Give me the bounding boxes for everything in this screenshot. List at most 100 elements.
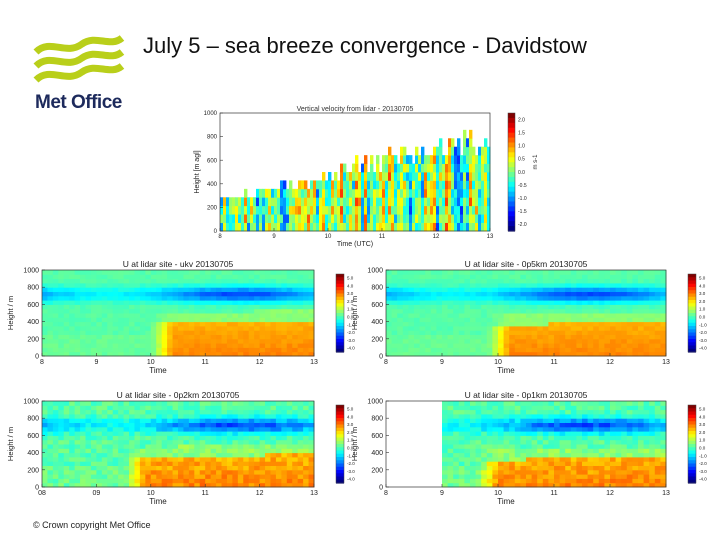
p1km-data-cell	[565, 401, 572, 406]
vv-data-cell	[436, 214, 440, 223]
p2km-data-cell	[172, 482, 179, 488]
vv-data-cell	[346, 197, 350, 207]
vv-data-cell	[436, 163, 440, 173]
vv-data-cell	[370, 172, 374, 181]
p2km-data-cell	[237, 439, 244, 445]
p5km-data-cell	[498, 351, 505, 357]
ukv-data-cell	[221, 347, 228, 353]
p2km-data-cell	[156, 401, 163, 406]
ukv-data-cell	[286, 295, 293, 301]
p5km-data-cell	[503, 295, 510, 301]
p2km-data-cell	[150, 469, 157, 475]
vv-data-cell	[313, 214, 317, 223]
ukv-data-cell	[123, 338, 130, 344]
p5km-data-cell	[464, 295, 471, 301]
ukv-data-cell	[80, 347, 87, 353]
ukv-data-cell	[188, 300, 195, 305]
p1km-data-cell	[649, 409, 656, 415]
vv-data-cell	[259, 214, 263, 223]
p2km-data-cell	[145, 474, 152, 479]
p1km-data-cell	[649, 435, 656, 441]
ukv-data-cell	[308, 291, 315, 297]
ukv-y-tick-label: 400	[27, 319, 39, 326]
vv-data-cell	[340, 214, 344, 223]
p1km-data-cell	[565, 431, 572, 436]
p2km-data-cell	[188, 401, 195, 406]
p1km-data-cell	[638, 478, 645, 484]
vv-data-cell	[256, 197, 260, 207]
p2km-data-cell	[69, 435, 76, 441]
p5km-x-tick-label: 9	[440, 359, 444, 366]
p2km-data-cell	[150, 405, 157, 411]
vv-x-tick-label: 10	[325, 234, 332, 240]
p2km-data-cell	[58, 405, 65, 411]
p1km-data-cell	[554, 409, 561, 415]
p5km-data-cell	[481, 287, 488, 292]
ukv-data-cell	[74, 300, 81, 305]
p5km-data-cell	[458, 334, 465, 340]
vv-data-cell	[223, 205, 227, 215]
p1km-data-cell	[632, 439, 639, 445]
p1km-data-cell	[520, 426, 527, 432]
p2km-data-cell	[63, 439, 70, 445]
ukv-data-cell	[226, 313, 233, 318]
p2km-data-cell	[265, 426, 271, 432]
p1km-data-cell	[447, 409, 454, 415]
p2km-data-cell	[107, 401, 114, 406]
p5km-data-cell	[492, 295, 499, 301]
ukv-data-cell	[188, 304, 195, 310]
vv-data-cell	[325, 214, 329, 223]
p2km-data-cell	[58, 478, 65, 484]
p5km-data-cell	[498, 334, 505, 340]
p5km-data-cell	[492, 325, 499, 331]
p5km-data-cell	[430, 338, 437, 344]
p2km-data-cell	[52, 444, 59, 449]
p5km-data-cell	[604, 343, 611, 348]
vv-y-tick-label: 400	[207, 182, 218, 188]
p2km-colorbar-label: -4.0	[347, 477, 355, 482]
vv-data-cell	[400, 163, 404, 173]
p2km-data-cell	[205, 465, 212, 471]
p1km-data-cell	[531, 418, 538, 423]
p1km-data-cell	[514, 431, 521, 436]
p5km-data-cell	[436, 351, 443, 357]
p1km-data-cell	[509, 426, 516, 432]
p1km-data-cell	[419, 456, 426, 462]
vv-data-cell	[430, 180, 434, 190]
p2km-data-cell	[265, 452, 271, 458]
p5km-data-cell	[453, 300, 460, 305]
vv-data-cell	[478, 197, 482, 207]
ukv-data-cell	[194, 317, 201, 323]
p5km-data-cell	[638, 270, 645, 275]
ukv-data-cell	[69, 351, 76, 357]
ukv-data-cell	[205, 300, 212, 305]
p2km-colorbar-label: -1.0	[347, 453, 355, 458]
vv-data-cell	[301, 180, 305, 190]
p5km-data-cell	[654, 300, 661, 305]
p2km-data-cell	[52, 422, 59, 428]
p2km-data-cell	[118, 405, 125, 411]
ukv-data-cell	[265, 321, 271, 327]
p5km-data-cell	[542, 313, 549, 318]
p2km-data-cell	[275, 456, 282, 462]
ukv-data-cell	[139, 295, 146, 301]
ukv-data-cell	[47, 343, 54, 348]
ukv-data-cell	[254, 308, 261, 314]
p2km-data-cell	[85, 426, 92, 432]
p5km-data-cell	[649, 334, 656, 340]
p1km-data-cell	[481, 426, 488, 432]
p5km-data-cell	[425, 351, 432, 357]
p2km-data-cell	[286, 422, 293, 428]
p2km-colorbar-cell	[336, 466, 344, 471]
ukv-data-cell	[107, 304, 114, 310]
vv-data-cell	[289, 188, 293, 198]
ukv-data-cell	[112, 300, 119, 305]
p1km-data-cell	[654, 461, 661, 466]
ukv-data-cell	[303, 300, 310, 305]
ukv-data-cell	[167, 270, 174, 275]
p2km-data-cell	[199, 405, 206, 411]
p1km-data-cell	[531, 478, 538, 484]
p5km-data-cell	[548, 308, 555, 314]
p2km-data-cell	[270, 418, 277, 423]
p5km-data-cell	[632, 304, 639, 310]
